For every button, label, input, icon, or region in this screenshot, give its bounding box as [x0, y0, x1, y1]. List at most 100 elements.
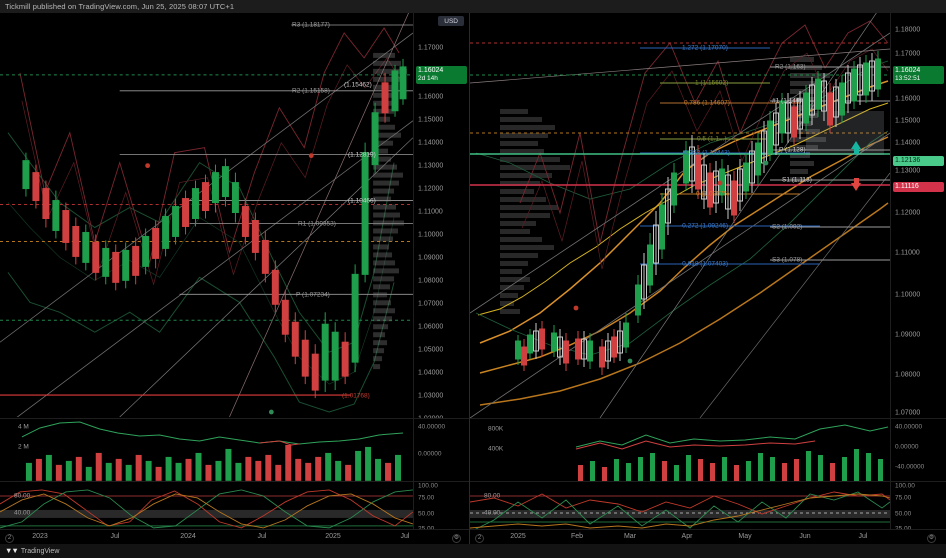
timezone-icon[interactable]: 2: [475, 533, 484, 543]
price-tick: 1.11000: [895, 249, 920, 257]
osc-left-tick: 80.00: [484, 492, 501, 500]
right-chart-panel[interactable]: 1.272 (1.17070) R2 (1.163) 1 (1.15692) #…: [470, 13, 946, 544]
right-volume-pane[interactable]: 40.00000 0.00000 -40.00000 800K 400K: [470, 419, 946, 481]
volume-axis-tick: -40.00000: [895, 463, 925, 471]
anno-fib-neg0618: -0.618 (1.07403): [680, 260, 729, 268]
time-tick: Apr: [681, 533, 693, 540]
volume-axis-tick: 40.00000: [418, 423, 446, 431]
volume-left-tick: 400K: [488, 445, 504, 453]
volume-left-tick: 2 M: [18, 443, 29, 451]
volume-left-tick: 800K: [488, 425, 504, 433]
price-tick: 1.17000: [418, 44, 444, 52]
price-tick: 1.03000: [418, 392, 444, 400]
right-time-axis[interactable]: 2 2025 Feb Mar Apr May Jun Jul ⚙: [470, 529, 946, 544]
last-price-badge[interactable]: 1.16024 13:52:51: [893, 66, 944, 84]
time-tick: May: [738, 533, 752, 540]
osc-axis-tick: 100.00: [418, 482, 438, 490]
price-tick: 1.17000: [895, 50, 921, 58]
anno-level-110466: (1.10466): [348, 197, 376, 205]
price-tick: 1.12000: [418, 185, 444, 193]
price-tick: 1.14000: [895, 139, 921, 147]
right-plot-area[interactable]: 1.272 (1.17070) R2 (1.163) 1 (1.15692) #…: [470, 13, 890, 418]
time-tick: Jul: [858, 533, 868, 540]
anno-pivot: P (1.128): [779, 146, 806, 154]
right-volume-plot: [470, 419, 890, 481]
left-volume-pane[interactable]: 40.00000 0.00000 4 M 2 M: [0, 419, 469, 481]
price-tick: 1.18000: [895, 26, 921, 34]
right-pane-divider-1: [470, 418, 946, 419]
left-plot-area[interactable]: R3 (1.18177) R2 (1.15158) (1.15462) (1.1…: [0, 13, 413, 418]
last-price-clock: 13:52:51: [895, 75, 921, 82]
price-tick: 1.09000: [895, 331, 921, 339]
right-volume-axis: 40.00000 0.00000 -40.00000: [890, 419, 946, 481]
left-volume-axis: 40.00000 0.00000: [413, 419, 469, 481]
left-chart-panel[interactable]: R3 (1.18177) R2 (1.15158) (1.15462) (1.1…: [0, 13, 470, 544]
last-price-value: 1.16024: [418, 67, 444, 74]
currency-chip: USD: [438, 16, 464, 26]
price-tick: 1.14000: [418, 139, 444, 147]
tradingview-brand-label: TradingView: [20, 548, 60, 555]
left-volume-graphics: [21, 421, 404, 481]
right-oscillator-graphics: [470, 491, 890, 533]
price-tick: 1.11000: [418, 208, 443, 216]
price-tick: 1.16000: [895, 95, 921, 103]
time-tick: 2023: [32, 533, 48, 540]
time-tick: 2025: [510, 533, 526, 540]
left-price-axis[interactable]: USD 1.17000 1.16000 1.15000 1.14000 1.13…: [413, 13, 469, 446]
anno-s3: S3 (1.078): [772, 256, 803, 264]
volume-axis-tick: 40.00000: [895, 423, 923, 431]
osc-axis-tick: 100.00: [895, 482, 915, 490]
osc-left-tick: 40.00: [14, 509, 31, 517]
left-volume-plot: [0, 419, 413, 481]
anno-level-101768: (1.01768): [342, 392, 370, 400]
right-oscillator-pane[interactable]: 100.00 75.00 50.00 25.00 80.00 40.00 0.0…: [470, 482, 946, 542]
volume-axis-tick: 0.00000: [418, 450, 442, 458]
price-tick: 1.05000: [418, 346, 444, 354]
osc-left-tick: 80.00: [14, 492, 31, 500]
left-pane-divider-2: [0, 481, 469, 482]
time-tick: 2024: [180, 533, 196, 540]
price-tick: 1.10000: [418, 231, 444, 239]
anno-fib-1272: 1.272 (1.17070): [682, 44, 728, 52]
stop-price-badge[interactable]: 1.11116: [893, 182, 944, 192]
left-oscillator-plot: [0, 482, 413, 542]
timezone-icon[interactable]: 2: [5, 533, 14, 543]
time-tick: Jul: [400, 533, 410, 540]
anno-fib-1: 1 (1.15692): [695, 79, 729, 87]
anno-r3: R3 (1.18177): [292, 21, 330, 29]
price-tick: 1.09000: [418, 254, 444, 262]
price-tick: 1.08000: [895, 371, 921, 379]
time-tick: 2025: [325, 533, 341, 540]
price-tick: 1.08000: [418, 277, 444, 285]
target-price-badge[interactable]: 1.12136: [893, 156, 944, 166]
price-tick: 1.06000: [418, 323, 444, 331]
price-tick: 1.15000: [418, 116, 444, 124]
time-tick: Jul: [257, 533, 267, 540]
right-price-axis[interactable]: 1.18000 1.17000 1.16000 1.15000 1.14000 …: [890, 13, 946, 418]
anno-fib-05: 0.5 (1.1...): [697, 135, 727, 143]
price-tick: 1.04000: [418, 369, 444, 377]
anno-s2: S2 (1.092): [772, 223, 803, 231]
left-price-chart[interactable]: R3 (1.18177) R2 (1.15158) (1.15462) (1.1…: [0, 13, 469, 446]
target-price-value: 1.12136: [895, 157, 921, 164]
anno-fib-0382: 0.382 (1.13443): [684, 149, 730, 157]
osc-axis-tick: 50.00: [418, 510, 435, 518]
volume-axis-tick: 0.00000: [895, 443, 919, 451]
last-price-badge[interactable]: 1.16024 2d 14h: [416, 66, 467, 84]
left-chart-graphics: [0, 13, 413, 418]
left-oscillator-graphics: [0, 489, 413, 529]
settings-icon[interactable]: ⚙: [927, 533, 936, 543]
price-tick: 1.12000: [895, 209, 921, 217]
anno-fib-0786: 0.786 (1.14607): [684, 99, 730, 107]
right-price-chart[interactable]: 1.272 (1.17070) R2 (1.163) 1 (1.15692) #…: [470, 13, 946, 418]
left-time-axis[interactable]: 2 2023 Jul 2024 Jul 2025 Jul ⚙: [0, 529, 469, 544]
settings-icon[interactable]: ⚙: [452, 533, 461, 543]
anno-r1: R1 (1.09353): [298, 220, 336, 228]
osc-left-tick: 40.00: [484, 509, 501, 517]
anno-s1: S1 (1.113): [782, 176, 812, 184]
time-tick: Jun: [799, 533, 811, 540]
stop-price-value: 1.11116: [895, 183, 919, 190]
osc-axis-tick: 75.00: [418, 494, 435, 502]
price-tick: 1.13000: [895, 167, 921, 175]
